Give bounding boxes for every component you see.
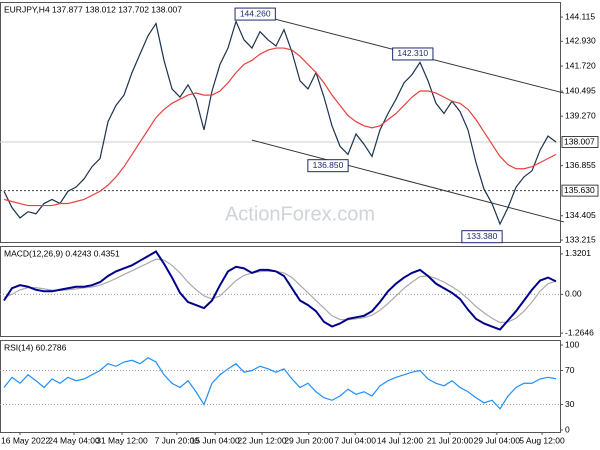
annotation-box — [307, 159, 349, 173]
y-tick-label: 133.215 — [565, 234, 596, 244]
level-label: 135.630 — [564, 185, 595, 195]
x-tick-label: 29 Jul 04:00 — [474, 435, 521, 445]
x-tick-label: 16 May 2022 — [1, 435, 50, 445]
x-tick-label: 22 Jun 12:00 — [237, 435, 286, 445]
x-tick-label: 7 Jun 20:00 — [155, 435, 200, 445]
series-line — [3, 250, 557, 331]
y-tick-label: 70 — [565, 365, 575, 375]
y-tick-label: 134.405 — [565, 210, 596, 220]
trendline — [251, 139, 565, 223]
y-tick-label: 0 — [565, 424, 570, 434]
watermark: ActionForex.com — [225, 203, 375, 225]
annotation-label: 136.850 — [313, 160, 344, 170]
x-tick-label: 21 Jul 20:00 — [427, 435, 474, 445]
y-tick-label: 100 — [565, 339, 579, 349]
annotation-label: 133.380 — [467, 231, 498, 241]
annotation-label: 142.310 — [397, 48, 428, 58]
annotation-box — [461, 230, 503, 244]
y-tick-label: 0.00 — [565, 289, 582, 299]
y-tick-label: 136.855 — [565, 160, 596, 170]
panel-frame — [0, 246, 561, 337]
panel-title: MACD(12,26,9) 0.4243 0.4351 — [4, 248, 120, 258]
panel-title: EURJPY,H4 137.877 138.012 137.702 138.00… — [4, 4, 182, 14]
panel-frame — [0, 2, 561, 243]
x-tick-label: 31 May 12:00 — [96, 435, 148, 445]
last-price-label: 138.007 — [564, 136, 595, 146]
y-tick-label: 140.495 — [565, 85, 596, 95]
x-tick-label: 29 Jun 20:00 — [284, 435, 333, 445]
panel-frame — [0, 340, 561, 433]
y-tick-label: 139.270 — [565, 110, 596, 120]
annotation-label: 144.260 — [240, 8, 271, 18]
x-tick-label: 24 May 04:00 — [48, 435, 100, 445]
panel-title: RSI(14) 60.2786 — [4, 342, 67, 352]
x-tick-label: 5 Aug 12:00 — [519, 435, 565, 445]
y-tick-label: 144.115 — [565, 11, 595, 21]
y-tick-label: 1.3201 — [565, 248, 591, 258]
x-tick-label: 15 Jun 04:00 — [191, 435, 240, 445]
annotation-box — [234, 7, 276, 21]
x-tick-label: 14 Jul 12:00 — [377, 435, 424, 445]
series-line — [3, 47, 557, 207]
series-line — [3, 19, 557, 226]
annotation-box — [392, 47, 434, 61]
series-line — [3, 357, 557, 410]
last-price-box — [561, 136, 599, 149]
y-tick-label: 30 — [565, 399, 575, 409]
y-tick-label: 142.930 — [565, 36, 596, 46]
y-tick-label: 141.720 — [565, 60, 596, 70]
level-box — [561, 184, 599, 197]
series-line — [3, 258, 557, 324]
x-tick-label: 7 Jul 04:00 — [334, 435, 376, 445]
y-tick-label: -1.2646 — [565, 327, 594, 337]
